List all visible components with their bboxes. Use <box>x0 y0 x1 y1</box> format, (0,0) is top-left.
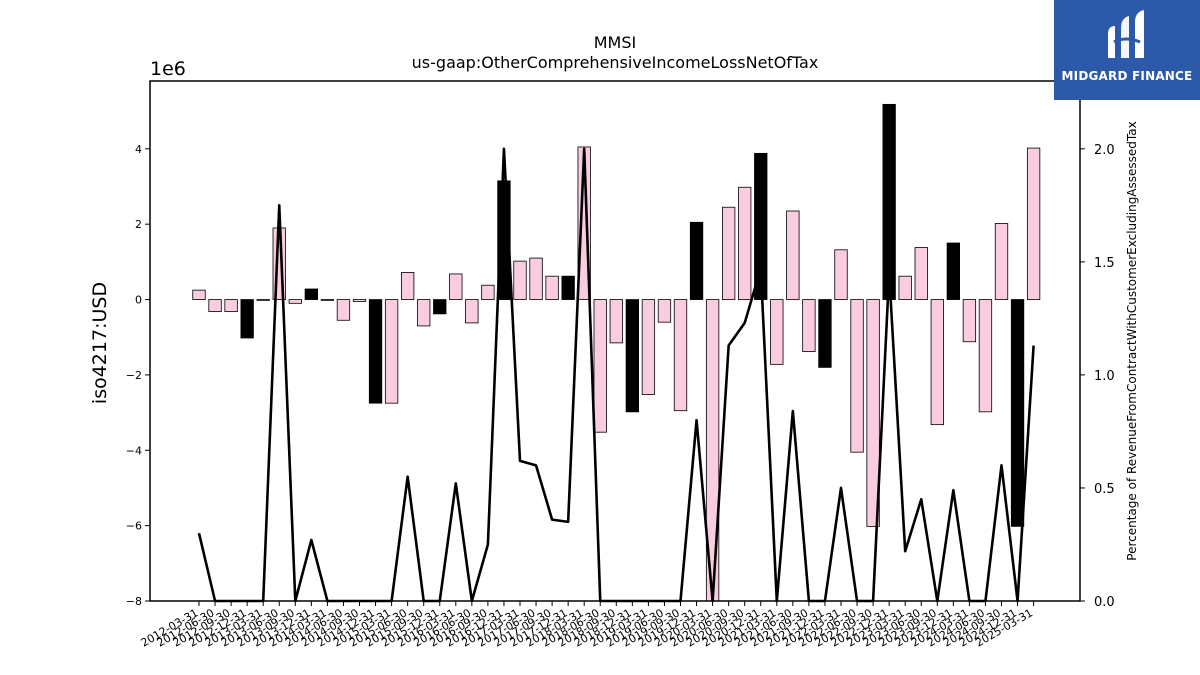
bar <box>738 186 752 300</box>
bar <box>641 299 656 395</box>
y-tick-label: 4 <box>135 143 142 156</box>
bar <box>994 223 1009 300</box>
bar-group <box>192 103 1041 602</box>
y-tick-label: −2 <box>126 369 142 382</box>
bar <box>770 299 784 365</box>
bar <box>224 299 238 313</box>
y-tick-label: −4 <box>126 444 142 457</box>
bar <box>1026 147 1041 300</box>
bar <box>529 257 543 300</box>
y-tick-label: −8 <box>126 595 142 608</box>
bar <box>433 299 447 315</box>
chart-subtitle: us-gaap:OtherComprehensiveIncomeLossNetO… <box>412 53 819 72</box>
bar <box>513 260 527 300</box>
y-tick-label: 2 <box>135 218 142 231</box>
bar <box>898 275 912 300</box>
y2-tick-label: 0.0 <box>1094 595 1115 610</box>
bar <box>256 299 270 301</box>
y2-axis-label: Percentage of RevenueFromContractWithCus… <box>1125 121 1139 560</box>
bar <box>320 299 335 301</box>
bar <box>400 272 415 300</box>
bar <box>240 299 254 339</box>
bar <box>449 273 463 300</box>
y2-tick-label: 2.0 <box>1094 143 1115 158</box>
bar <box>930 299 944 426</box>
bar <box>336 299 351 321</box>
y2-tick-label: 1.0 <box>1094 369 1115 384</box>
y2-tick-label: 0.5 <box>1094 482 1115 497</box>
y-tick-label: 0 <box>135 294 142 307</box>
bar <box>368 299 383 404</box>
bar <box>192 289 206 300</box>
bar <box>946 242 960 300</box>
bar <box>689 221 704 300</box>
line-group <box>197 147 1035 603</box>
bar <box>850 299 864 453</box>
bar <box>465 299 479 324</box>
y-axis-ticks: 4 2 0 −2 −4 −6 −8 <box>126 143 150 608</box>
y-tick-label: −6 <box>126 520 142 533</box>
bar <box>802 299 816 352</box>
bar <box>417 299 431 327</box>
bar <box>786 210 800 300</box>
y2-tick-label: 1.5 <box>1094 256 1115 271</box>
bar <box>962 299 977 343</box>
brand-logo-text: MIDGARD FINANCE <box>1061 69 1193 83</box>
bar <box>657 299 672 323</box>
bar <box>609 299 623 344</box>
bar <box>352 299 367 302</box>
bar <box>834 249 848 300</box>
bar <box>882 103 896 300</box>
x-axis-ticks: 2012-03-312012-06-302012-09-302012-12-31… <box>139 601 1035 650</box>
bar <box>304 288 319 300</box>
bar <box>818 299 832 368</box>
brand-mark-icon <box>1108 10 1144 58</box>
plot-frame <box>149 80 1081 602</box>
series-line <box>197 147 1035 603</box>
bar <box>1010 299 1025 527</box>
bar <box>978 299 993 413</box>
bar <box>288 299 302 304</box>
bar <box>545 275 559 300</box>
bar <box>722 206 736 300</box>
bar <box>866 299 880 527</box>
chart-title: MMSI <box>594 33 636 52</box>
bar <box>754 152 768 300</box>
bar <box>673 299 688 412</box>
bar <box>914 247 928 300</box>
bar <box>208 299 222 313</box>
bar <box>481 284 495 300</box>
bar <box>593 299 607 433</box>
brand-logo: MIDGARD FINANCE <box>1054 0 1200 100</box>
y-offset-text: 1e6 <box>150 58 186 80</box>
bar <box>384 299 399 404</box>
chart-titles: MMSI us-gaap:OtherComprehensiveIncomeLos… <box>150 33 818 80</box>
y-axis-label: iso4217:USD <box>89 282 111 404</box>
y2-axis-ticks: 2.0 1.5 1.0 0.5 0.0 <box>1080 143 1115 610</box>
bar <box>561 275 575 300</box>
bar <box>625 299 639 413</box>
